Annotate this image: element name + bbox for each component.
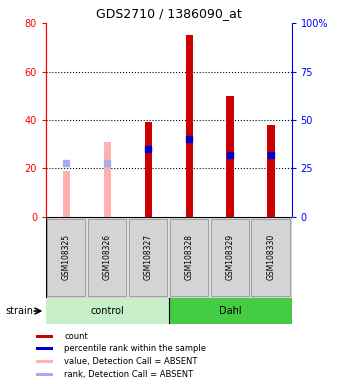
Text: Dahl: Dahl (219, 306, 241, 316)
Bar (88, 218, 126, 296)
Text: GSM108329: GSM108329 (226, 234, 235, 280)
Text: percentile rank within the sample: percentile rank within the sample (64, 344, 206, 353)
Text: count: count (64, 332, 88, 341)
Text: GSM108328: GSM108328 (185, 234, 194, 280)
Bar (36, 347, 53, 350)
Text: GSM108325: GSM108325 (62, 234, 71, 280)
Bar (129, 218, 167, 296)
Bar (186, 35, 193, 217)
Text: GSM108327: GSM108327 (144, 234, 153, 280)
Bar (36, 360, 53, 363)
Bar (169, 298, 292, 324)
Title: GDS2710 / 1386090_at: GDS2710 / 1386090_at (96, 7, 242, 20)
Text: strain: strain (5, 306, 33, 316)
Bar (210, 218, 249, 296)
Text: GSM108330: GSM108330 (267, 234, 276, 280)
Bar (47, 218, 85, 296)
Bar (36, 373, 53, 376)
Text: rank, Detection Call = ABSENT: rank, Detection Call = ABSENT (64, 370, 193, 379)
Text: GSM108326: GSM108326 (103, 234, 112, 280)
Text: value, Detection Call = ABSENT: value, Detection Call = ABSENT (64, 357, 197, 366)
Bar (145, 122, 152, 217)
Bar (104, 142, 111, 217)
Bar (267, 125, 275, 217)
Bar (63, 171, 70, 217)
Bar (46, 298, 169, 324)
Bar (36, 335, 53, 338)
Text: control: control (91, 306, 124, 316)
Bar (226, 96, 234, 217)
Bar (251, 218, 290, 296)
Bar (169, 218, 208, 296)
